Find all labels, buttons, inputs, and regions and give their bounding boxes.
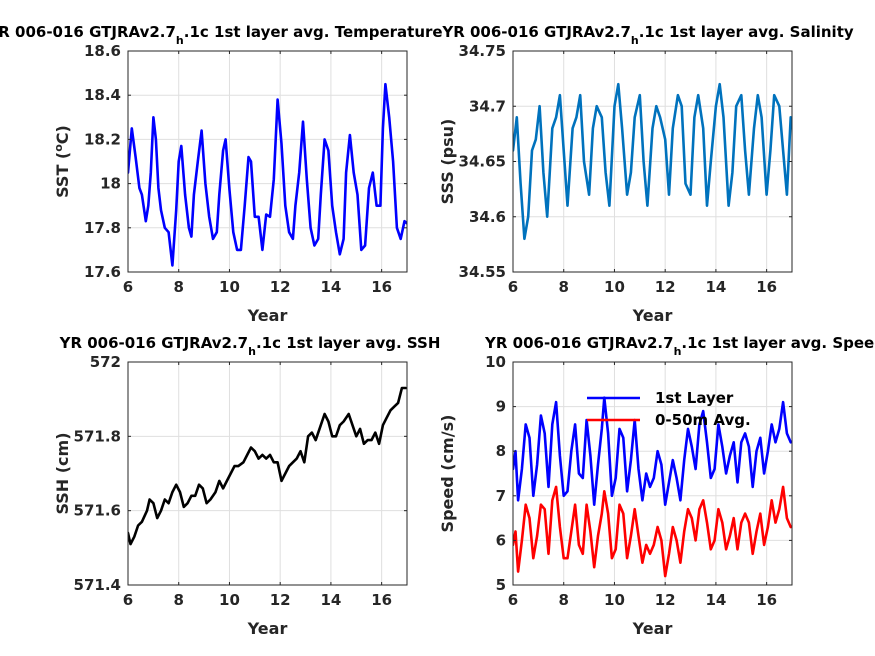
- chart-title-4: YR 006-016 GTJRAv2.7h.1c 1st layer avg. …: [484, 334, 875, 358]
- chart-title-1: YR 006-016 GTJRAv2.7h.1c 1st layer avg. …: [0, 23, 443, 47]
- title-subscript: h: [631, 34, 639, 47]
- series-line-1: [128, 82, 407, 267]
- y-tick-label: 572: [90, 353, 121, 371]
- x-tick-label: 10: [604, 278, 625, 296]
- y-label-superscript: o: [52, 144, 65, 152]
- x-tick-label: 12: [270, 591, 291, 609]
- legend: 1st Layer 0-50m Avg.: [587, 389, 751, 429]
- y-axis-label: SST (oC): [52, 125, 72, 198]
- chart-panel-1: 6 8 10 12 14 16 17.6 17.8 18 18.2 18.4 18.6 Year SST …: [52, 42, 408, 325]
- y-tick-label: 10: [485, 353, 506, 371]
- x-tick-label: 14: [320, 591, 341, 609]
- legend-entry: 1st Layer: [655, 389, 734, 407]
- y-label-main: SST (: [53, 152, 72, 198]
- x-tick-label: 6: [123, 278, 133, 296]
- y-tick-label: 34.55: [459, 263, 506, 281]
- y-tick-label: 571.6: [74, 502, 121, 520]
- y-tick-label: 17.6: [84, 263, 121, 281]
- title-tail: .1c 1st layer avg. Speed: [681, 334, 875, 352]
- series-line-1: [513, 396, 792, 507]
- y-tick-label: 18.2: [84, 130, 121, 148]
- x-tick-label: 16: [371, 278, 392, 296]
- title-tail: .1c 1st layer avg. Salinity: [639, 23, 854, 41]
- title-main: YR 006-016 GTJRAv2.7: [484, 334, 674, 352]
- title-tail: .1c 1st layer avg. Temperature: [184, 23, 443, 41]
- axes-box: [512, 361, 793, 586]
- x-tick-label: 12: [655, 278, 676, 296]
- title-subscript: h: [674, 345, 682, 358]
- y-tick-label: 571.4: [74, 576, 121, 594]
- title-main: YR 006-016 GTJRAv2.7: [59, 334, 249, 352]
- chart-title-2: YR 006-016 GTJRAv2.7h.1c 1st layer avg. …: [441, 23, 854, 47]
- axes-box: [127, 361, 408, 586]
- chart-title-3: YR 006-016 GTJRAv2.7h.1c 1st layer avg. …: [59, 334, 441, 358]
- y-axis-label: Speed (cm/s): [438, 415, 457, 533]
- y-tick-label: 17.8: [84, 219, 121, 237]
- series-line-1: [128, 386, 407, 546]
- x-tick-label: 10: [604, 591, 625, 609]
- x-axis-label: Year: [632, 619, 673, 638]
- x-tick-label: 12: [655, 591, 676, 609]
- chart-panel-3: 6 8 10 12 14 16 571.4 571.6 571.8 572 Year SSH (cm): [53, 353, 408, 638]
- y-tick-label: 18.4: [84, 86, 121, 104]
- plot-area: [128, 362, 407, 585]
- x-axis-label: Year: [632, 306, 673, 325]
- title-main: YR 006-016 GTJRAv2.7: [441, 23, 631, 41]
- x-tick-label: 14: [705, 591, 726, 609]
- y-tick-label: 9: [496, 398, 506, 416]
- y-tick-label: 18: [100, 175, 121, 193]
- x-tick-label: 10: [219, 278, 240, 296]
- x-tick-label: 14: [705, 278, 726, 296]
- y-tick-label: 571.8: [74, 427, 121, 445]
- y-tick-label: 34.65: [459, 153, 506, 171]
- axes-box: [127, 50, 408, 273]
- x-tick-label: 16: [756, 278, 777, 296]
- title-main: YR 006-016 GTJRAv2.7: [0, 23, 176, 41]
- y-axis-label: SSH (cm): [53, 432, 72, 514]
- y-tick-label: 34.6: [469, 208, 506, 226]
- y-tick-label: 34.75: [459, 42, 506, 60]
- x-tick-label: 8: [174, 278, 184, 296]
- x-tick-label: 16: [371, 591, 392, 609]
- x-tick-label: 6: [123, 591, 133, 609]
- x-axis-label: Year: [247, 619, 288, 638]
- series-line-1: [513, 82, 792, 241]
- x-tick-label: 8: [559, 591, 569, 609]
- y-axis-label: SSS (psu): [438, 119, 457, 205]
- title-subscript: h: [248, 345, 256, 358]
- x-axis-label: Year: [247, 306, 288, 325]
- x-tick-label: 6: [508, 591, 518, 609]
- x-tick-label: 16: [756, 591, 777, 609]
- y-label-tail: C): [53, 125, 72, 144]
- title-tail: .1c 1st layer avg. SSH: [256, 334, 440, 352]
- y-tick-label: 34.7: [469, 97, 506, 115]
- y-tick-label: 7: [496, 487, 506, 505]
- chart-panel-2: 6 8 10 12 14 16 34.55 34.6 34.65 34.7 34.75 Year SSS…: [438, 42, 793, 325]
- x-tick-label: 8: [559, 278, 569, 296]
- y-tick-label: 6: [496, 531, 506, 549]
- x-tick-label: 8: [174, 591, 184, 609]
- title-subscript: h: [176, 34, 184, 47]
- x-tick-label: 14: [320, 278, 341, 296]
- y-tick-label: 5: [496, 576, 506, 594]
- series-line-2: [513, 485, 792, 578]
- legend-entry: 0-50m Avg.: [655, 411, 751, 429]
- x-tick-label: 6: [508, 278, 518, 296]
- x-tick-label: 10: [219, 591, 240, 609]
- y-tick-label: 18.6: [84, 42, 121, 60]
- y-tick-label: 8: [496, 442, 506, 460]
- x-tick-label: 12: [270, 278, 291, 296]
